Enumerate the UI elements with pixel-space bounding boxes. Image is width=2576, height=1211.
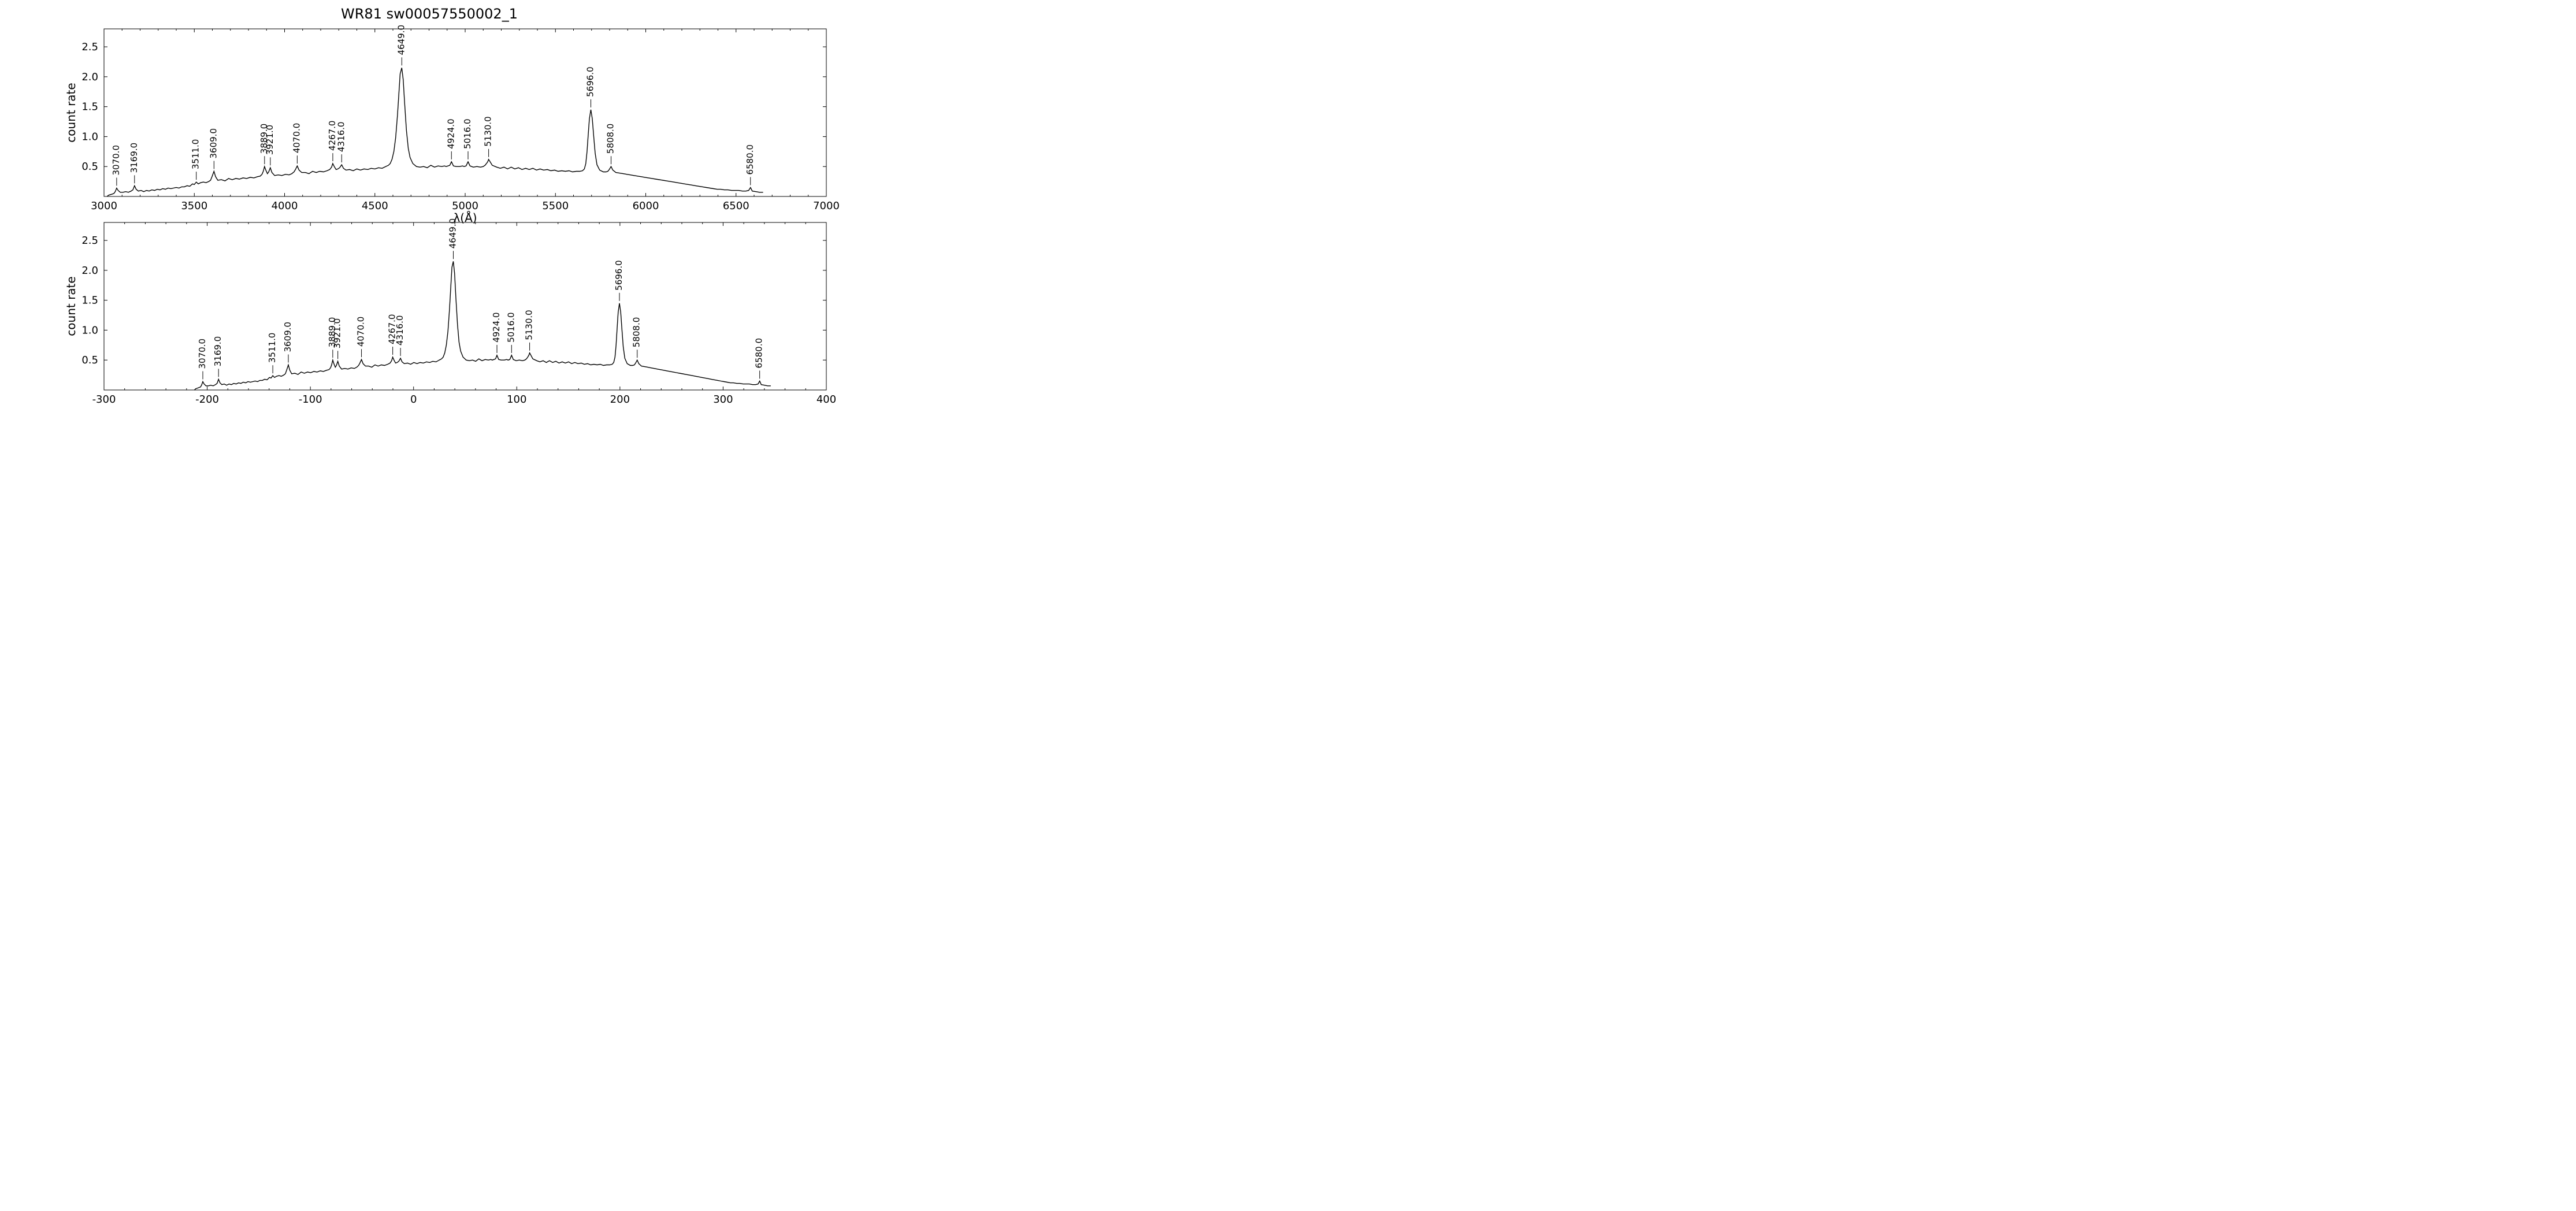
x-tick-label: 3500 bbox=[181, 200, 207, 212]
peak-label: 4316.0 bbox=[336, 122, 346, 153]
bottom-panel: -300 -200 -100 0 100 200 300 400 0.5 1.0 1.5 2.0 2.5… bbox=[64, 218, 836, 403]
spectrum-line bbox=[107, 68, 763, 196]
peak-label: 3169.0 bbox=[129, 143, 139, 173]
peak-label: 3921.0 bbox=[265, 125, 275, 155]
x-tick-label: -300 bbox=[92, 393, 116, 403]
y-tick-label: 2.0 bbox=[81, 71, 98, 83]
x-tick-label: 5500 bbox=[542, 200, 569, 212]
peak-label: 5016.0 bbox=[506, 312, 516, 343]
top-panel: 3000 3500 4000 4500 5000 5500 6000 6500 7000 0.5 1… bbox=[64, 25, 840, 225]
peak-label: 3169.0 bbox=[213, 336, 223, 367]
y-tick-label: 1.5 bbox=[81, 101, 98, 113]
x-tick-label: 4500 bbox=[362, 200, 388, 212]
x-tick-label: -100 bbox=[299, 393, 322, 403]
figure-svg: WR81 sw00057550002_130003500400045005000… bbox=[0, 0, 859, 403]
x-tick-label: 6500 bbox=[723, 200, 749, 212]
spectrum-line bbox=[195, 261, 771, 390]
x-tick-label: -200 bbox=[195, 393, 219, 403]
x-tick-label: 7000 bbox=[813, 200, 840, 212]
peak-label: 4924.0 bbox=[446, 118, 456, 149]
peak-label: 4649.0 bbox=[396, 25, 406, 55]
peak-label: 4316.0 bbox=[395, 315, 405, 346]
peak-label: 6580.0 bbox=[754, 338, 764, 369]
y-tick-label: 1.5 bbox=[81, 295, 98, 307]
peak-label: 3070.0 bbox=[197, 339, 207, 369]
peak-label: 3921.0 bbox=[332, 318, 343, 349]
peak-label: 4924.0 bbox=[491, 312, 502, 343]
plot-frame bbox=[104, 29, 826, 196]
peak-label: 4649.0 bbox=[448, 218, 458, 249]
peak-label: 5808.0 bbox=[606, 124, 616, 154]
peak-label: 4070.0 bbox=[291, 123, 302, 154]
x-tick-label: 300 bbox=[713, 393, 733, 403]
figure-container: WR81 sw00057550002_130003500400045005000… bbox=[0, 0, 2576, 403]
x-tick-label: 100 bbox=[507, 393, 526, 403]
y-tick-label: 0.5 bbox=[81, 161, 98, 173]
peak-label: 5696.0 bbox=[585, 66, 596, 97]
x-tick-label: 5000 bbox=[452, 200, 478, 212]
peak-label: 5130.0 bbox=[483, 116, 493, 147]
x-tick-label: 400 bbox=[816, 393, 836, 403]
peak-label: 5808.0 bbox=[632, 317, 642, 348]
x-tick-label: 200 bbox=[610, 393, 630, 403]
y-tick-label: 1.0 bbox=[81, 131, 98, 143]
y-tick-label: 0.5 bbox=[81, 354, 98, 366]
peak-label: 5130.0 bbox=[524, 310, 534, 340]
peak-label: 3609.0 bbox=[283, 322, 293, 352]
y-tick-label: 1.0 bbox=[81, 324, 98, 336]
peak-label: 3511.0 bbox=[267, 333, 277, 363]
peak-label: 5016.0 bbox=[462, 118, 473, 149]
y-tick-label: 2.5 bbox=[81, 235, 98, 247]
peak-label: 5696.0 bbox=[614, 260, 624, 291]
peak-label: 6580.0 bbox=[745, 144, 755, 175]
x-tick-label: 3000 bbox=[91, 200, 117, 212]
y-tick-label: 2.0 bbox=[81, 265, 98, 277]
figure-title: WR81 sw00057550002_1 bbox=[341, 6, 518, 22]
peak-label: 3070.0 bbox=[111, 145, 121, 176]
x-tick-label: 0 bbox=[410, 393, 417, 403]
x-tick-label: 4000 bbox=[272, 200, 298, 212]
peak-label: 3609.0 bbox=[208, 128, 218, 159]
peak-label: 4070.0 bbox=[356, 317, 366, 347]
peak-label: 3511.0 bbox=[191, 139, 201, 170]
y-axis-label: count rate bbox=[64, 83, 78, 142]
y-tick-label: 2.5 bbox=[81, 41, 98, 53]
y-axis-label: count rate bbox=[64, 276, 78, 336]
x-tick-label: 6000 bbox=[633, 200, 659, 212]
